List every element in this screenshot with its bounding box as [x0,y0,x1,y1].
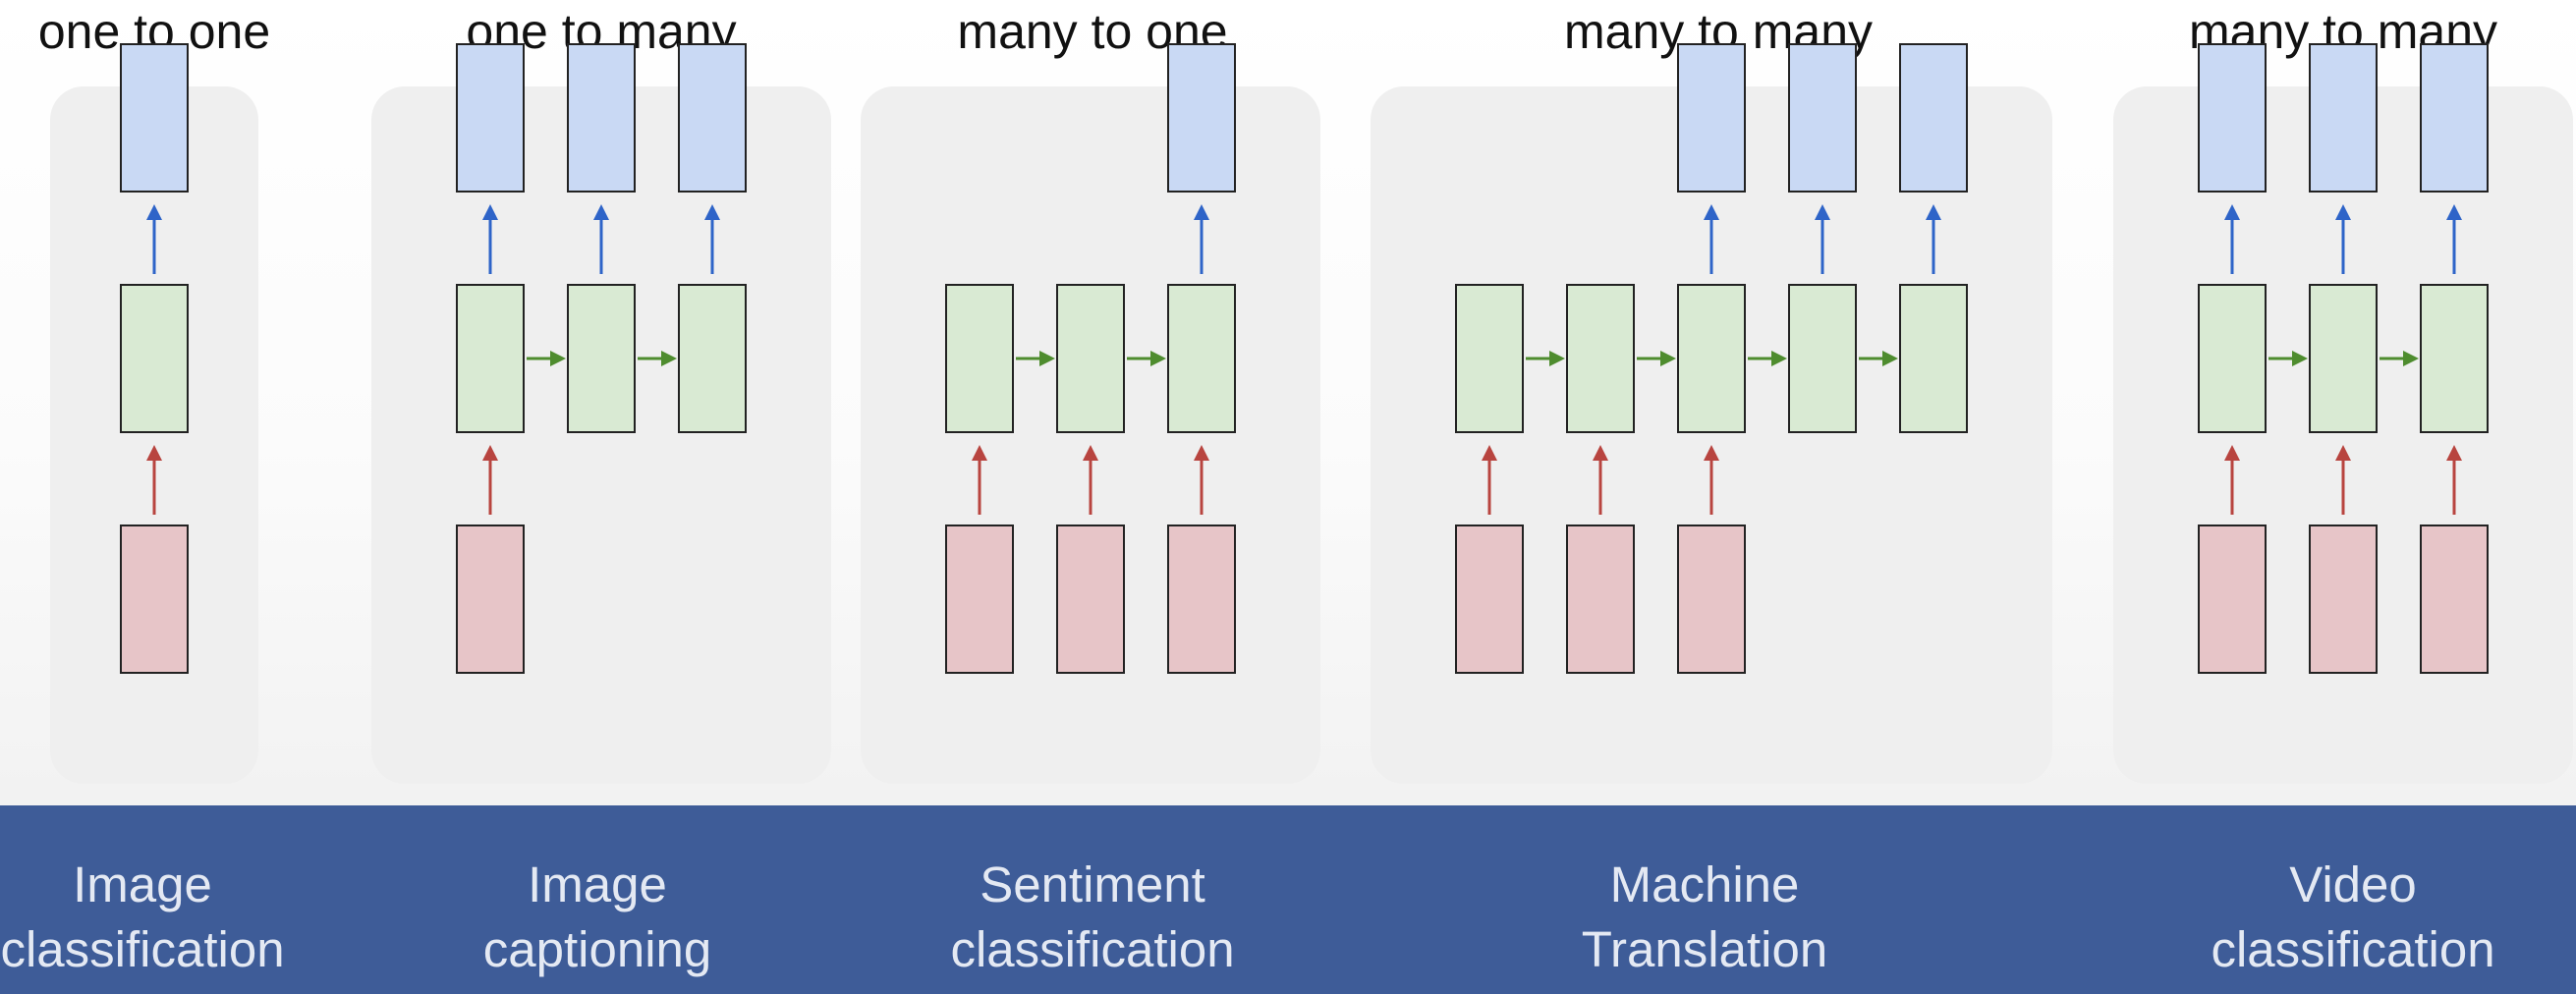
task-label: Image classification [0,856,285,977]
hidden-state-box [1788,284,1857,433]
input-arrow [2335,445,2351,515]
output-arrow [1926,204,1941,274]
recurrent-arrow [527,351,566,366]
output-arrow [2335,204,2351,274]
input-arrow [146,445,162,515]
hidden-state-box [120,284,189,433]
hidden-state-box [2309,284,2378,433]
input-arrow [2224,445,2240,515]
input-box [2420,525,2489,674]
hidden-state-box [567,284,636,433]
task-label-band [0,805,2576,994]
input-arrow [972,445,987,515]
output-arrow [1815,204,1830,274]
input-arrow [1194,445,1209,515]
recurrent-arrow [1637,351,1676,366]
input-box [1167,525,1236,674]
input-box [456,525,525,674]
input-box [1677,525,1746,674]
hidden-state-box [2198,284,2267,433]
hidden-state-box [1167,284,1236,433]
output-box [1899,43,1968,193]
input-arrow [1593,445,1608,515]
output-box [120,43,189,193]
input-box [1455,525,1524,674]
task-label: Machine Translation [1581,856,1828,977]
recurrent-arrow [2268,351,2308,366]
output-arrow [593,204,609,274]
input-arrow [2446,445,2462,515]
output-arrow [2446,204,2462,274]
output-box [456,43,525,193]
hidden-state-box [1899,284,1968,433]
recurrent-arrow [1526,351,1565,366]
output-arrow [482,204,498,274]
input-box [120,525,189,674]
hidden-state-box [945,284,1014,433]
output-box [2420,43,2489,193]
output-arrow [146,204,162,274]
input-box [945,525,1014,674]
input-box [2309,525,2378,674]
hidden-state-box [1677,284,1746,433]
output-arrow [2224,204,2240,274]
architecture-panel [371,86,831,784]
task-label: Video classification [2211,856,2495,977]
output-arrow [1704,204,1719,274]
hidden-state-box [678,284,747,433]
hidden-state-box [1566,284,1635,433]
output-box [2198,43,2267,193]
output-box [2309,43,2378,193]
task-label: Sentiment classification [950,856,1235,977]
hidden-state-box [1455,284,1524,433]
recurrent-arrow [2380,351,2419,366]
output-box [1677,43,1746,193]
input-arrow [1083,445,1098,515]
output-box [567,43,636,193]
input-arrow [482,445,498,515]
output-arrow [704,204,720,274]
recurrent-arrow [1016,351,1055,366]
hidden-state-box [2420,284,2489,433]
recurrent-arrow [1859,351,1898,366]
recurrent-arrow [1127,351,1166,366]
task-label: Image captioning [482,856,712,977]
output-box [1788,43,1857,193]
input-box [1566,525,1635,674]
input-arrow [1482,445,1497,515]
hidden-state-box [456,284,525,433]
input-box [1056,525,1125,674]
output-box [1167,43,1236,193]
output-box [678,43,747,193]
input-arrow [1704,445,1719,515]
recurrent-arrow [1748,351,1787,366]
hidden-state-box [1056,284,1125,433]
output-arrow [1194,204,1209,274]
input-box [2198,525,2267,674]
recurrent-arrow [638,351,677,366]
